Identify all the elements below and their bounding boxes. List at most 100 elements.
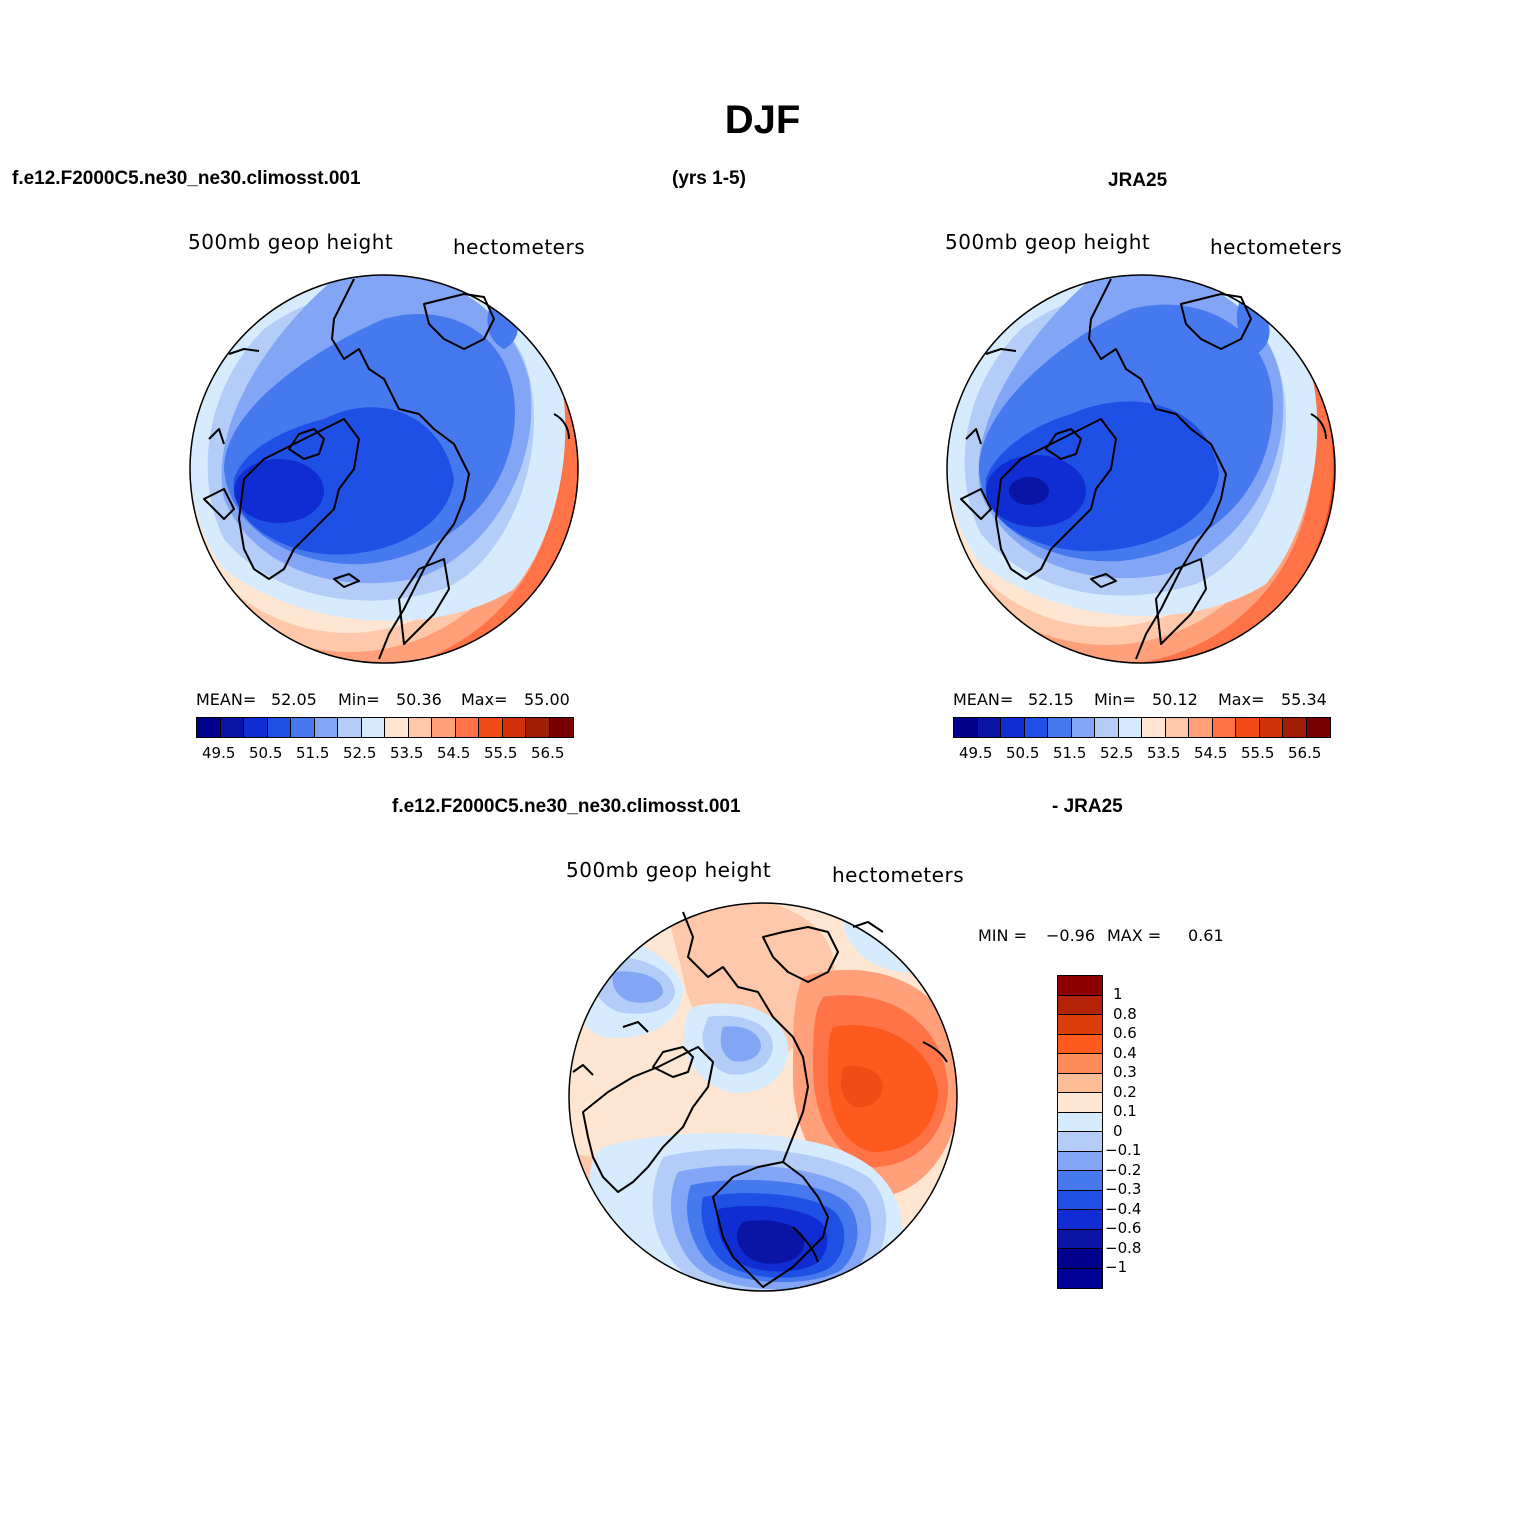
obs-colorbar-label: 51.5 — [1053, 744, 1087, 762]
colorbar-swatch — [1283, 718, 1307, 737]
diff-min-value: −0.96 — [1046, 926, 1096, 945]
colorbar-swatch — [197, 718, 221, 737]
model-colorbar-label: 50.5 — [249, 744, 283, 762]
obs-colorbar — [953, 717, 1331, 738]
model-colorbar-label: 56.5 — [531, 744, 565, 762]
colorbar-swatch — [314, 718, 338, 737]
colorbar-swatch — [1142, 718, 1166, 737]
model-mean-value: 52.05 — [271, 690, 317, 709]
model-colorbar-label: 51.5 — [296, 744, 330, 762]
colorbar-swatch — [408, 718, 432, 737]
model-colorbar-label: 52.5 — [343, 744, 377, 762]
colorbar-swatch — [244, 718, 268, 737]
colorbar-swatch — [977, 718, 1001, 737]
colorbar-swatch — [432, 718, 456, 737]
diff-obs-name-header: - JRA25 — [1052, 796, 1123, 817]
obs-mean-value: 52.15 — [1028, 690, 1074, 709]
colorbar-swatch — [1058, 1015, 1102, 1035]
colorbar-swatch — [1058, 976, 1102, 996]
colorbar-swatch — [1058, 1132, 1102, 1152]
obs-min-label: Min= — [1094, 690, 1136, 709]
model-polar-map — [189, 274, 579, 664]
obs-min-value: 50.12 — [1152, 690, 1198, 709]
colorbar-swatch — [1048, 718, 1072, 737]
diff-units-label: hectometers — [832, 863, 965, 887]
difference-colorbar-label: 0.6 — [1113, 1024, 1137, 1042]
colorbar-swatch — [1259, 718, 1283, 737]
obs-variable-label: 500mb geop height — [945, 230, 1151, 254]
colorbar-swatch — [1189, 718, 1213, 737]
obs-colorbar-label: 50.5 — [1006, 744, 1040, 762]
obs-colorbar-label: 54.5 — [1194, 744, 1228, 762]
difference-polar-map — [568, 902, 958, 1292]
colorbar-swatch — [1058, 995, 1102, 1015]
obs-colorbar-label: 53.5 — [1147, 744, 1181, 762]
colorbar-swatch — [291, 718, 315, 737]
difference-colorbar-label: 0.2 — [1113, 1082, 1137, 1101]
colorbar-swatch — [1024, 718, 1048, 737]
difference-colorbar-label: −0.6 — [1105, 1219, 1142, 1237]
model-colorbar — [196, 717, 574, 738]
colorbar-swatch — [1058, 1268, 1102, 1288]
colorbar-swatch — [1236, 718, 1260, 737]
colorbar-swatch — [1118, 718, 1142, 737]
diff-max-label: MAX = — [1107, 926, 1162, 945]
colorbar-swatch — [1058, 1112, 1102, 1132]
diff-variable-label: 500mb geop height — [566, 858, 772, 882]
colorbar-swatch — [1058, 1249, 1102, 1269]
case-name-header: f.e12.F2000C5.ne30_ne30.climosst.001 — [12, 168, 361, 189]
obs-units-label: hectometers — [1210, 235, 1343, 259]
colorbar-swatch — [502, 718, 526, 737]
colorbar-swatch — [1058, 1171, 1102, 1191]
model-max-label: Max= — [461, 690, 508, 709]
diff-max-value: 0.61 — [1188, 926, 1224, 945]
colorbar-swatch — [455, 718, 479, 737]
colorbar-swatch — [1058, 1073, 1102, 1093]
colorbar-swatch — [954, 718, 978, 737]
obs-max-label: Max= — [1218, 690, 1265, 709]
model-colorbar-label: 49.5 — [202, 744, 236, 762]
colorbar-swatch — [361, 718, 385, 737]
colorbar-swatch — [267, 718, 291, 737]
colorbar-swatch — [1058, 1190, 1102, 1210]
model-mean-label: MEAN= — [196, 690, 257, 709]
colorbar-swatch — [1071, 718, 1095, 737]
colorbar-swatch — [1001, 718, 1025, 737]
model-units-label: hectometers — [453, 235, 586, 259]
diff-case-name-header: f.e12.F2000C5.ne30_ne30.climosst.001 — [392, 796, 741, 817]
colorbar-swatch — [1212, 718, 1236, 737]
difference-colorbar — [1057, 975, 1103, 1289]
difference-colorbar-label: −0.8 — [1105, 1238, 1142, 1257]
difference-colorbar-label: 0.1 — [1113, 1102, 1137, 1120]
obs-name-header: JRA25 — [1108, 170, 1168, 191]
colorbar-swatch — [1058, 1093, 1102, 1113]
difference-colorbar-label: −0.2 — [1105, 1160, 1142, 1179]
obs-colorbar-label: 56.5 — [1288, 744, 1322, 762]
obs-max-value: 55.34 — [1281, 690, 1327, 709]
colorbar-swatch — [1058, 1210, 1102, 1230]
colorbar-swatch — [385, 718, 409, 737]
colorbar-swatch — [479, 718, 503, 737]
difference-colorbar-label: 1 — [1113, 985, 1123, 1003]
figure-title: DJF — [724, 98, 801, 142]
model-min-value: 50.36 — [396, 690, 442, 709]
colorbar-swatch — [1058, 1151, 1102, 1171]
model-max-value: 55.00 — [524, 690, 570, 709]
model-min-label: Min= — [338, 690, 380, 709]
colorbar-swatch — [1058, 1229, 1102, 1249]
years-header: (yrs 1-5) — [672, 168, 746, 189]
difference-colorbar-label: 0.4 — [1113, 1043, 1137, 1062]
difference-colorbar-label: 0 — [1113, 1121, 1123, 1140]
colorbar-swatch — [549, 718, 573, 737]
colorbar-swatch — [1165, 718, 1189, 737]
difference-colorbar-label: 0.8 — [1113, 1004, 1137, 1023]
difference-colorbar-label: −1 — [1105, 1258, 1128, 1276]
colorbar-swatch — [526, 718, 550, 737]
obs-colorbar-label: 55.5 — [1241, 744, 1275, 762]
colorbar-swatch — [220, 718, 244, 737]
colorbar-swatch — [1095, 718, 1119, 737]
difference-colorbar-label: −0.4 — [1105, 1199, 1142, 1218]
diff-min-label: MIN = — [978, 926, 1027, 945]
difference-colorbar-label: −0.1 — [1105, 1141, 1142, 1159]
difference-colorbar-label: 0.3 — [1113, 1063, 1137, 1081]
